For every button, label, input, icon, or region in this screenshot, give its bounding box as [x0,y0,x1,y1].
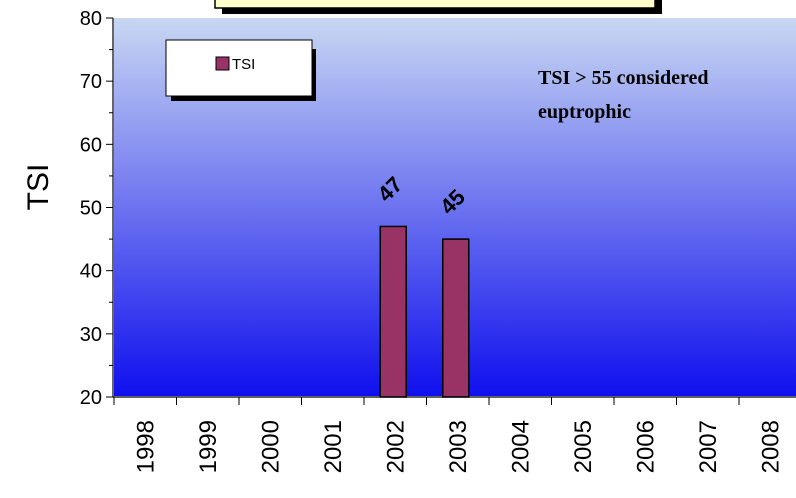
bar-2003 [442,238,470,398]
x-tick-label: 2007 [695,420,722,473]
x-tick-label: 2000 [257,420,284,473]
x-tick-label: 1999 [195,420,222,473]
y-tick-label: 30 [80,324,102,346]
y-tick-label: 60 [80,134,102,156]
x-tick-label: 2006 [632,420,659,473]
title-box [214,0,656,9]
legend: TSI [165,39,316,101]
annotation-line-1: TSI > 55 considered [538,67,709,89]
x-tick-label: 2002 [382,420,409,473]
x-tick-label: 2001 [320,420,347,473]
legend-box [165,39,313,97]
y-tick-label: 50 [80,198,102,220]
x-tick-label: 2008 [757,420,784,473]
y-tick-label: 20 [80,387,102,409]
annotation-line-2: euptrophic [538,101,631,123]
y-tick-label: 80 [80,8,102,30]
y-tick-label: 70 [80,71,102,93]
x-tick-label: 2005 [570,420,597,473]
bar-2002 [379,225,407,398]
x-tick-label: 2004 [507,420,534,473]
y-axis-title: TSI [22,164,55,211]
x-tick-label: 1998 [132,420,159,473]
legend-swatch [215,56,230,71]
legend-label: TSI [232,56,255,73]
y-tick-label: 40 [80,261,102,283]
x-tick-label: 2003 [445,420,472,473]
